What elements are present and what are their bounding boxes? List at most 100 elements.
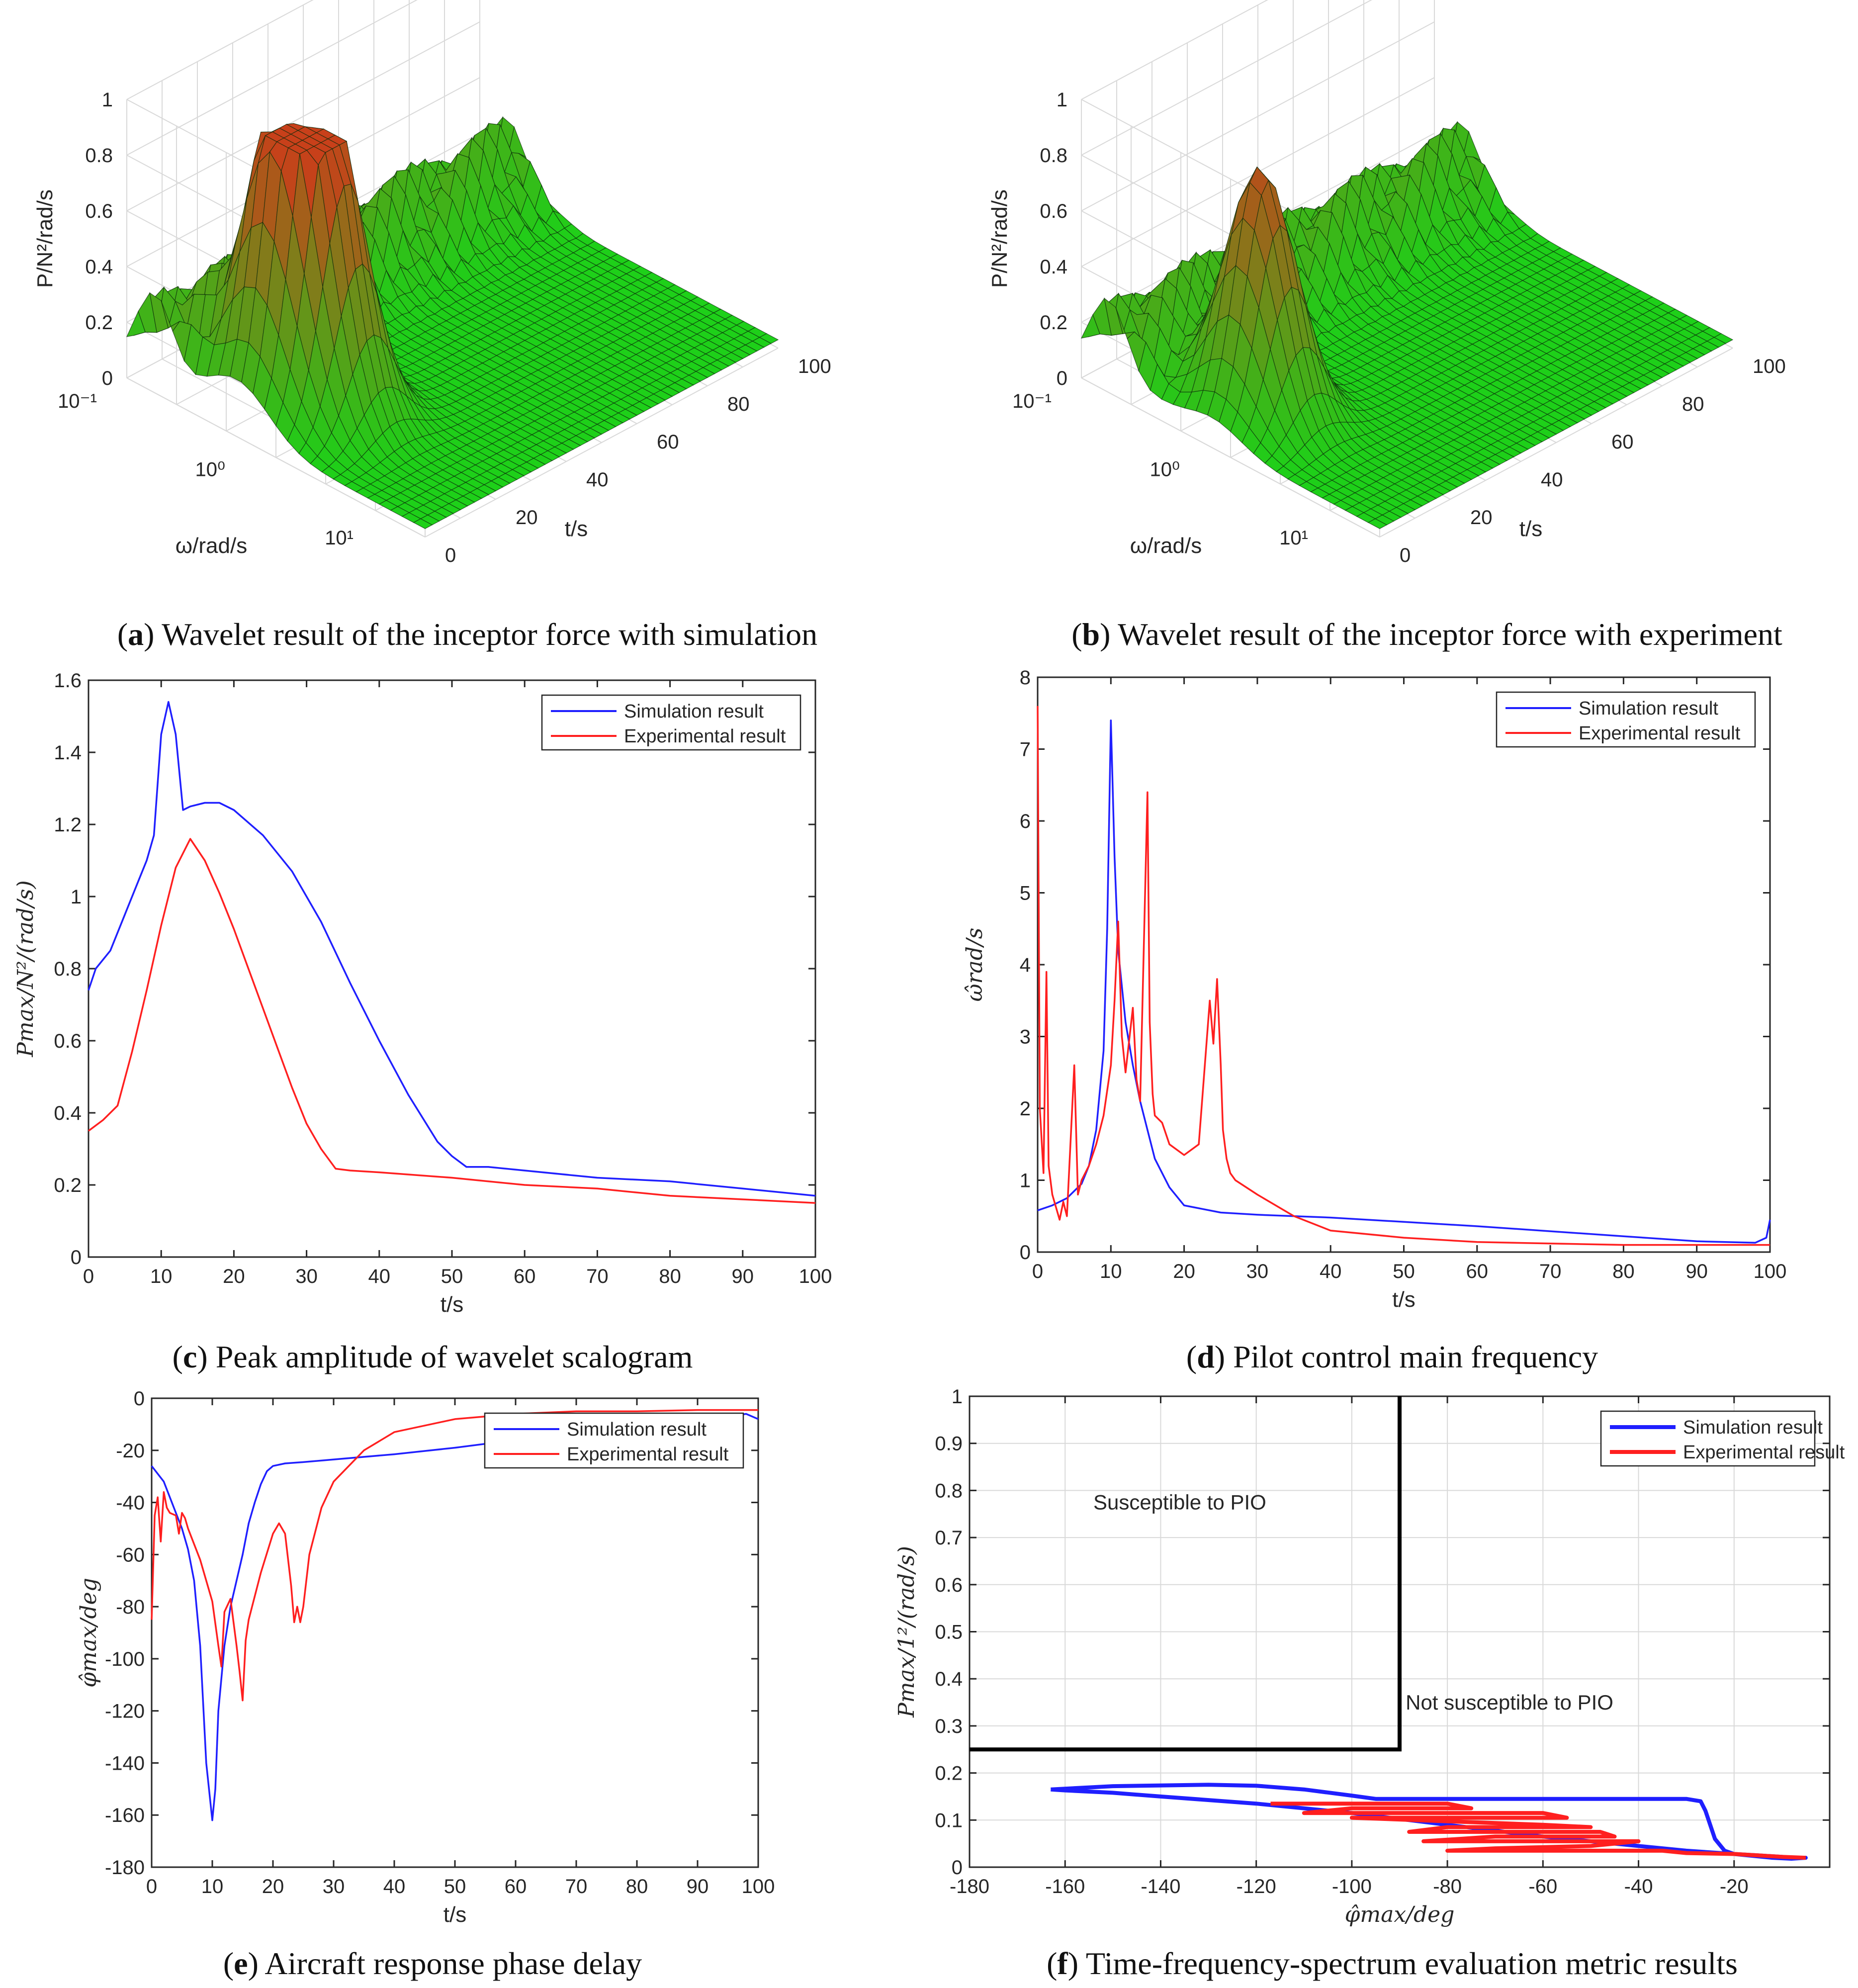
y-tick-label: 6 — [1020, 811, 1031, 832]
w-tick-label: 10¹ — [325, 527, 354, 549]
x-tick-label: 20 — [223, 1265, 245, 1287]
x-tick-label: 80 — [1612, 1261, 1635, 1282]
y-tick-label: -100 — [105, 1648, 145, 1670]
y-tick-label: 5 — [1020, 883, 1031, 904]
e-y-axis-label: φ̂max/deg — [76, 1578, 101, 1688]
y-tick-label: 2 — [1020, 1098, 1031, 1120]
z-tick-label: 0.6 — [1040, 200, 1067, 222]
z-tick-label: 0.6 — [85, 200, 113, 222]
y-tick-label: 1.6 — [54, 670, 82, 692]
x-tick-label: 30 — [1246, 1261, 1269, 1282]
e-series-simulation — [151, 1413, 759, 1821]
y-tick-label: 1 — [1020, 1170, 1031, 1192]
d-legend-box — [1496, 691, 1756, 748]
x-tick-label: 60 — [1466, 1261, 1489, 1282]
z-tick-label: 1 — [1057, 89, 1067, 111]
y-tick-label: 4 — [1020, 954, 1031, 976]
caption-f-text: ) Time-frequency-spectrum evaluation met… — [1068, 1946, 1738, 1981]
caption-b: (b) Wavelet result of the inceptor force… — [1071, 617, 1782, 652]
z-tick-label: 0 — [102, 367, 113, 389]
grid-wall-p — [1081, 21, 1435, 211]
y-tick-label: -160 — [105, 1805, 145, 1826]
x-tick-label: -100 — [1332, 1876, 1372, 1898]
z-tick-label: 0.4 — [85, 256, 113, 278]
y-tick-label: 7 — [1020, 739, 1031, 761]
t-tick-label: 60 — [1611, 431, 1634, 453]
legend-label-experimental: Experimental result — [1579, 723, 1741, 744]
y-tick-label: 0.4 — [935, 1668, 963, 1690]
x-tick-label: 50 — [1393, 1261, 1415, 1282]
z-tick-label: 0.2 — [85, 312, 113, 334]
f-series-experimental — [1270, 1802, 1806, 1860]
x-tick-label: -160 — [1045, 1876, 1085, 1898]
x-tick-label: 40 — [1320, 1261, 1342, 1282]
x-tick-label: 30 — [323, 1876, 345, 1898]
f-y-axis-label: Pmax/1²/(rad/s) — [894, 1546, 919, 1718]
t-tick-label: 60 — [657, 431, 679, 453]
w-axis-label: ω/rad/s — [176, 534, 247, 558]
t-tick-label: 20 — [1470, 507, 1493, 529]
y-tick-label: -20 — [116, 1440, 145, 1462]
t-axis-label: t/s — [1519, 517, 1542, 541]
y-tick-label: -180 — [105, 1857, 145, 1879]
y-tick-label: 0.1 — [935, 1809, 963, 1831]
t-tick-label: 100 — [1753, 356, 1786, 377]
x-tick-label: 40 — [383, 1876, 406, 1898]
caption-e: (e) Aircraft response phase delay — [223, 1946, 642, 1981]
t-axis-label: t/s — [565, 517, 588, 541]
x-tick-label: 30 — [295, 1265, 318, 1287]
c-y-axis-label: Pmax/N²/(rad/s) — [13, 880, 38, 1057]
y-tick-label: 0 — [71, 1247, 82, 1268]
y-tick-label: -120 — [105, 1701, 145, 1722]
y-tick-label: 0.2 — [935, 1763, 963, 1785]
x-tick-label: 0 — [146, 1876, 157, 1898]
c-series-experimental — [88, 838, 816, 1204]
t-tick-label: 0 — [445, 544, 456, 566]
x-tick-label: 20 — [262, 1876, 284, 1898]
x-tick-label: -20 — [1720, 1876, 1749, 1898]
annotation-susceptible: Susceptible to PIO — [1093, 1490, 1266, 1514]
x-tick-label: 80 — [626, 1876, 648, 1898]
e-legend-box — [484, 1412, 744, 1469]
x-tick-label: -140 — [1141, 1876, 1180, 1898]
caption-c-letter: c — [183, 1339, 197, 1374]
d-y-axis-label: ω̂rad/s — [962, 928, 987, 1002]
y-tick-label: 0.8 — [935, 1480, 963, 1502]
grid-wall-p — [1081, 0, 1268, 100]
w-tick-label: 10⁰ — [1150, 459, 1180, 481]
caption-e-letter: e — [234, 1946, 248, 1981]
y-tick-label: 3 — [1020, 1026, 1031, 1048]
y-tick-label: 0 — [1020, 1242, 1031, 1264]
x-tick-label: 40 — [368, 1265, 391, 1287]
panel-f-chart: -180 -160 -140 -120 -100 -80 -60 -40 -20 0 0.1 0.2 0… — [894, 1386, 1845, 1927]
f-x-axis-label: φ̂max/deg — [1345, 1902, 1455, 1927]
y-tick-label: 1 — [952, 1386, 963, 1408]
caption-d-letter: d — [1197, 1339, 1215, 1374]
x-tick-label: 60 — [505, 1876, 527, 1898]
c-series-simulation — [88, 701, 816, 1197]
legend-label-simulation: Simulation result — [624, 701, 764, 722]
c-x-axis-label: t/s — [441, 1292, 463, 1317]
grid-wall-p — [126, 21, 480, 211]
grid-floor-t — [126, 377, 426, 538]
legend-label-simulation: Simulation result — [567, 1419, 707, 1440]
x-tick-label: 90 — [687, 1876, 709, 1898]
caption-c-text: ) Peak amplitude of wavelet scalogram — [197, 1339, 693, 1374]
legend-label-experimental: Experimental result — [1683, 1442, 1845, 1463]
y-tick-label: 0.5 — [935, 1622, 963, 1643]
x-tick-label: -60 — [1528, 1876, 1557, 1898]
z-tick-label: 0 — [1057, 367, 1067, 389]
x-tick-label: 100 — [799, 1265, 832, 1287]
x-tick-label: 70 — [1539, 1261, 1562, 1282]
panel-b-surface: 0 0.2 0.4 0.6 0.8 1 10⁻¹ 10⁰ 10¹ 0 20 40 60 80 100 P/N²… — [987, 0, 1786, 566]
caption-c: (c) Peak amplitude of wavelet scalogram — [173, 1339, 693, 1374]
x-tick-label: 100 — [742, 1876, 775, 1898]
x-tick-label: -80 — [1433, 1876, 1462, 1898]
panel-a-surface: 0 0.2 0.4 0.6 0.8 1 10⁻¹ 10⁰ 10¹ 0 20 40 60 80 100 P/N²… — [33, 0, 831, 566]
x-tick-label: 70 — [586, 1265, 609, 1287]
t-tick-label: 20 — [516, 507, 538, 529]
grid-floor-t — [1081, 377, 1380, 538]
y-tick-label: 0.3 — [935, 1716, 963, 1737]
y-tick-label: 0.6 — [935, 1574, 963, 1596]
x-tick-label: 90 — [732, 1265, 754, 1287]
